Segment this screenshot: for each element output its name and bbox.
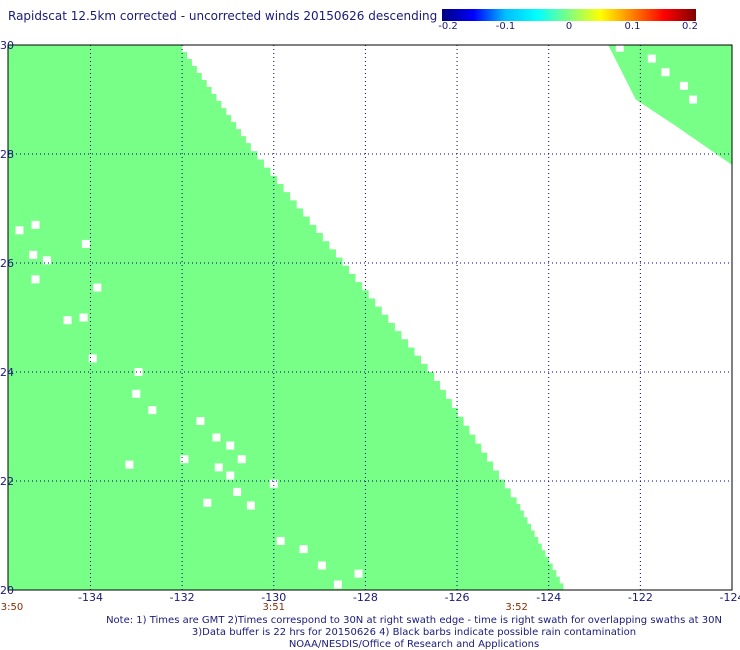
colorbar-tick-label: 0 (565, 21, 573, 32)
swath-gap-cell (88, 354, 97, 363)
swath-gap-cell (212, 433, 221, 442)
east-swath (608, 45, 732, 165)
swath-gap-cell (214, 463, 223, 472)
swath-gap-cell (81, 239, 90, 248)
swath-gap-cell (299, 545, 308, 554)
main-swath (8, 45, 568, 590)
y-tick-label: 20 (0, 584, 14, 597)
x-tick-label: -122 (628, 591, 653, 604)
plot-frame (7, 44, 733, 591)
swath-gap-cell (226, 471, 235, 480)
time-label-3: 3:52 (505, 602, 528, 613)
x-tick-label: -124 (536, 591, 561, 604)
swath-gap-cell (246, 501, 255, 510)
swath-gap-cell (134, 368, 143, 376)
swath-gap-cell (679, 81, 688, 90)
y-tick-label: 28 (0, 148, 14, 161)
swath-gap-cell (180, 455, 189, 464)
colorbar-tick-label: -0.1 (495, 21, 516, 32)
swath-gap-cell (689, 95, 698, 104)
swath-gap-cell (226, 441, 235, 450)
swath-gap-cell (333, 580, 342, 589)
note-line-3: NOAA/NESDIS/Office of Research and Appli… (288, 639, 540, 650)
colorbar-tick-label: -0.2 (438, 21, 458, 32)
swath-gap-cell (615, 45, 624, 52)
swath-gap-cell (354, 569, 363, 578)
x-tick-label: -126 (445, 591, 470, 604)
x-tick-label: -132 (170, 591, 195, 604)
note-line-2: 3)Data buffer is 22 hrs for 20150626 4) … (191, 627, 637, 638)
swath-gap-cell (276, 536, 285, 545)
y-tick-label: 22 (0, 475, 14, 488)
x-tick-label: -134 (78, 591, 103, 604)
x-tick-label: -130 (261, 591, 286, 604)
swath-gap-cell (42, 256, 51, 265)
swath-gap-cell (317, 561, 326, 570)
swath-gap-cell (125, 460, 134, 469)
swath-gap-cell (63, 316, 72, 325)
colorbar-tick-label: 0.2 (682, 21, 698, 32)
swath-gap-cell (31, 220, 40, 229)
time-label-1: 3:50 (0, 602, 24, 613)
y-tick-label: 26 (0, 257, 14, 270)
swath-gap-cell (148, 406, 157, 415)
swath-gap-cell (647, 54, 656, 63)
x-tick-label: -128 (353, 591, 378, 604)
swath-gap-cell (79, 313, 88, 322)
swath-gap-cell (661, 68, 670, 77)
swath-gap-cell (233, 487, 242, 496)
note-line-1: Note: 1) Times are GMT 2)Times correspon… (106, 615, 722, 626)
swath-gap-cell (15, 226, 24, 235)
time-label-2: 3:51 (262, 602, 285, 613)
y-tick-label: 24 (0, 366, 14, 379)
swath-gap-cell (93, 283, 102, 292)
swath-gap-cell (29, 250, 38, 259)
swath-gap-cell (203, 498, 212, 507)
swath-gap-cell (237, 455, 246, 464)
swath-gap-cell (132, 389, 141, 398)
x-tick-label: -124 (720, 591, 740, 604)
colorbar (442, 9, 696, 21)
chart-title: Rapidscat 12.5km corrected - uncorrected… (8, 9, 438, 23)
swath-gap-cell (269, 479, 278, 488)
y-tick-label: 30 (0, 39, 14, 52)
swath-gap-cell (31, 275, 40, 284)
colorbar-tick-label: 0.1 (624, 21, 641, 32)
swath-group (8, 45, 732, 590)
swath-gap-cell (196, 417, 205, 426)
